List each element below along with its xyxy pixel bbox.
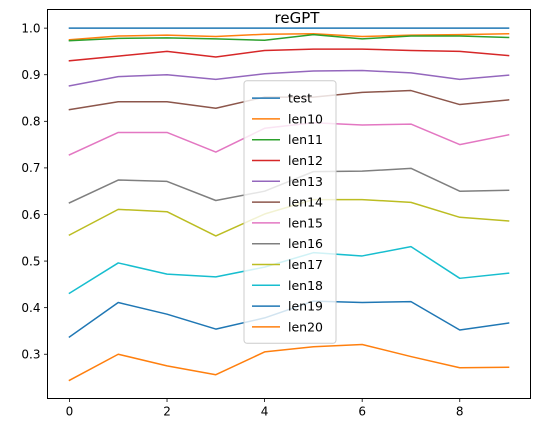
y-tick-label: 0.3 [21, 348, 40, 362]
legend-label-test: test [288, 91, 312, 106]
x-tick-label: 4 [261, 405, 269, 419]
x-tick-label: 6 [358, 405, 366, 419]
legend-label-len14: len14 [288, 195, 323, 210]
legend-label-len15: len15 [288, 215, 323, 230]
y-tick-label: 1.0 [21, 21, 40, 35]
y-tick-label: 0.9 [21, 68, 40, 82]
y-tick-label: 0.4 [21, 301, 40, 315]
legend-label-len18: len18 [288, 278, 323, 293]
series-line-len11 [68, 33, 510, 42]
chart-title: reGPT [275, 9, 321, 27]
legend-label-len19: len19 [288, 299, 323, 314]
y-tick-label: 0.6 [21, 208, 40, 222]
y-tick-label: 0.7 [21, 161, 40, 175]
legend-label-len20: len20 [288, 319, 323, 334]
y-axis: 0.3 0.4 0.5 0.6 0.7 0.8 0.9 1.0 [21, 21, 48, 362]
legend: test len10 len11 len12 len13 len14 len15 len16 l… [243, 80, 337, 344]
legend-label-len16: len16 [288, 236, 323, 251]
legend-label-len13: len13 [288, 174, 323, 189]
series-line-len12 [68, 48, 510, 62]
x-axis: 0 2 4 6 8 [66, 398, 464, 419]
series-line-len10 [68, 32, 510, 41]
legend-label-len12: len12 [288, 153, 323, 168]
plot-frame [47, 9, 531, 399]
y-tick-label: 0.5 [21, 254, 40, 268]
x-tick-label: 8 [456, 405, 464, 419]
legend-label-len17: len17 [288, 257, 323, 272]
x-tick-label: 0 [66, 405, 74, 419]
series-line-len20 [68, 343, 510, 382]
legend-label-len11: len11 [288, 132, 323, 147]
legend-label-len10: len10 [288, 111, 323, 126]
y-tick-label: 0.8 [21, 115, 40, 129]
legend-box [243, 80, 337, 344]
x-tick-label: 2 [163, 405, 171, 419]
series-line-len13 [68, 69, 510, 87]
